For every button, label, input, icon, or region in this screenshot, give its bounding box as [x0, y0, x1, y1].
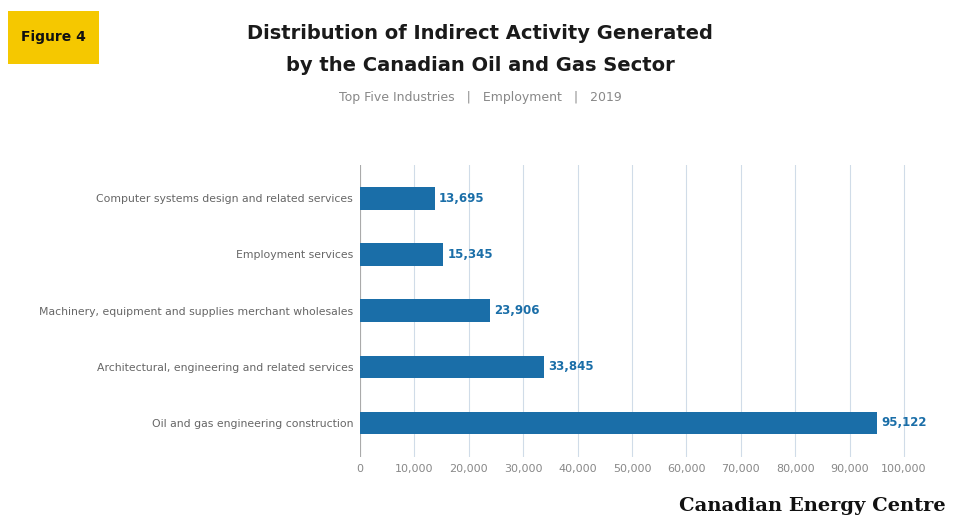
Bar [360, 299, 490, 322]
Text: 23,906: 23,906 [494, 304, 540, 317]
Bar [360, 356, 544, 378]
Text: by the Canadian Oil and Gas Sector: by the Canadian Oil and Gas Sector [286, 56, 674, 75]
Text: 15,345: 15,345 [447, 248, 493, 261]
Bar [360, 412, 877, 434]
Text: 33,845: 33,845 [548, 361, 594, 373]
Text: Distribution of Indirect Activity Generated: Distribution of Indirect Activity Genera… [247, 24, 713, 43]
Text: Top Five Industries   |   Employment   |   2019: Top Five Industries | Employment | 2019 [339, 91, 621, 104]
Text: 13,695: 13,695 [439, 192, 485, 205]
Bar [360, 243, 444, 266]
Text: 95,122: 95,122 [882, 416, 927, 430]
Text: Canadian Energy Centre: Canadian Energy Centre [679, 497, 946, 515]
Bar [360, 187, 435, 210]
Text: Figure 4: Figure 4 [21, 30, 85, 44]
